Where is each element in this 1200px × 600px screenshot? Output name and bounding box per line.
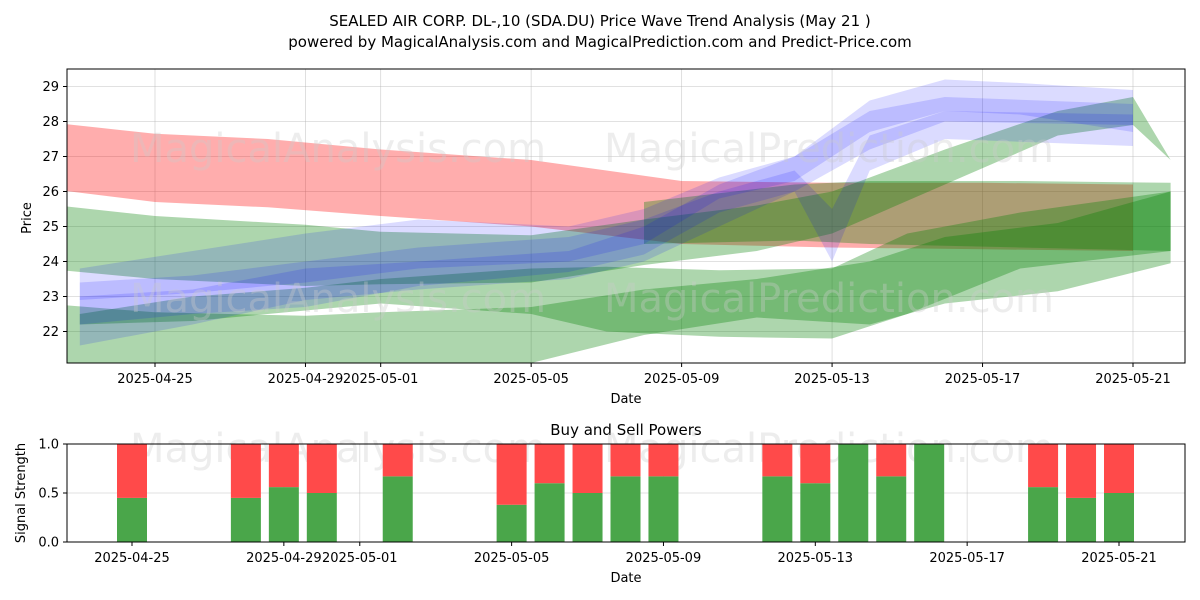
- green-band-1: [67, 97, 1171, 286]
- buy-bar-2025-05-12: [762, 476, 793, 542]
- top-xtick-label-7: 2025-05-21: [1095, 372, 1171, 387]
- buy-bar-2025-05-14: [838, 444, 869, 542]
- top-ytick-label-4: 26: [42, 185, 59, 200]
- top-ytick-label-7: 29: [42, 80, 59, 95]
- buy-bar-2025-04-29: [268, 487, 299, 542]
- figure-title-line2: powered by MagicalAnalysis.com and Magic…: [288, 33, 912, 51]
- bottom-watermark-left: MagicalAnalysis.com: [130, 426, 546, 472]
- green-band-2: [67, 191, 1171, 363]
- top-watermark-right-2: MagicalPrediction.com: [604, 276, 1054, 322]
- top-x-axis-label: Date: [610, 392, 641, 407]
- bottom-ytick-label-1: 0.5: [38, 487, 59, 502]
- bottom-y-axis-label: Signal Strength: [14, 443, 29, 543]
- top-xtick-label-2: 2025-05-01: [343, 372, 419, 387]
- bottom-xtick-label-0: 2025-04-25: [94, 551, 170, 566]
- olive-band: [644, 181, 1171, 251]
- buy-bar-2025-05-08: [610, 476, 641, 542]
- blue-band-2: [79, 111, 1133, 325]
- sell-bar-2025-04-25: [117, 444, 147, 498]
- top-watermark-left-2: MagicalAnalysis.com: [130, 276, 546, 322]
- bottom-x-axis-label: Date: [610, 571, 641, 586]
- buy-bar-2025-05-05: [496, 504, 527, 542]
- top-ytick-label-0: 22: [42, 325, 59, 340]
- top-bands: [67, 79, 1171, 363]
- bottom-xtick-label-6: 2025-05-17: [929, 551, 1005, 566]
- buy-bar-2025-05-19: [1028, 487, 1059, 542]
- bottom-xtick-label-4: 2025-05-09: [626, 551, 702, 566]
- top-xtick-label-3: 2025-05-05: [493, 372, 569, 387]
- sell-bar-2025-04-28: [230, 444, 261, 498]
- top-watermark-right: MagicalPrediction.com: [604, 126, 1054, 172]
- buy-bar-2025-05-16: [914, 444, 945, 542]
- sell-bar-2025-05-07: [572, 444, 603, 493]
- blue-band-3: [79, 97, 1133, 346]
- sell-bar-2025-04-29: [268, 444, 299, 488]
- sell-bar-2025-05-08: [610, 444, 641, 477]
- bottom-bars: [117, 444, 1134, 542]
- top-plot-background: [67, 69, 1185, 363]
- top-gridlines: [67, 69, 1185, 363]
- top-xtick-label-1: 2025-04-29: [268, 372, 344, 387]
- top-ytick-label-6: 28: [42, 115, 59, 130]
- bottom-ytick-label-2: 1.0: [38, 438, 59, 453]
- buy-bar-2025-04-28: [230, 497, 261, 542]
- top-xtick-label-6: 2025-05-17: [945, 372, 1021, 387]
- red-band-1: [67, 124, 1133, 251]
- top-ytick-label-1: 23: [42, 290, 59, 305]
- buy-bar-2025-05-15: [876, 476, 907, 542]
- top-x-axis: 2025-04-25 2025-04-29 2025-05-01 2025-05-05…: [117, 363, 1171, 387]
- bottom-xtick-label-7: 2025-05-21: [1081, 551, 1157, 566]
- top-y-axis: 22 23 24 25 26 27 28 29: [42, 80, 67, 340]
- bottom-ytick-label-0: 0.0: [38, 536, 59, 551]
- sell-bar-2025-05-21: [1104, 444, 1134, 493]
- green-band-3: [79, 191, 1171, 339]
- top-xtick-label-5: 2025-05-13: [794, 372, 870, 387]
- sell-bar-2025-05-06: [534, 444, 565, 484]
- blue-band-1: [79, 79, 1133, 300]
- sell-bar-2025-05-09: [648, 444, 679, 477]
- buy-bar-2025-04-25: [117, 497, 147, 542]
- top-xtick-label-0: 2025-04-25: [117, 372, 193, 387]
- figure-title-line1: SEALED AIR CORP. DL-,10 (SDA.DU) Price W…: [329, 12, 871, 30]
- sell-bar-2025-05-20: [1066, 444, 1097, 498]
- top-plot-frame: [66, 68, 1186, 364]
- bottom-xtick-label-1: 2025-04-29: [246, 551, 322, 566]
- buy-bar-2025-05-09: [648, 476, 679, 542]
- top-ytick-label-2: 24: [42, 255, 59, 270]
- buy-bar-2025-04-30: [306, 493, 337, 542]
- sell-bar-2025-05-13: [800, 444, 831, 484]
- top-xtick-label-4: 2025-05-09: [644, 372, 720, 387]
- buy-bar-2025-05-21: [1104, 493, 1134, 542]
- price-wave-chart: MagicalAnalysis.com MagicalPrediction.co…: [20, 68, 1186, 407]
- sell-bar-2025-05-19: [1028, 444, 1059, 488]
- bottom-xtick-label-5: 2025-05-13: [778, 551, 854, 566]
- buy-sell-chart: Buy and Sell Powers MagicalAnalysis.com …: [14, 421, 1186, 586]
- buy-bar-2025-05-13: [800, 483, 831, 542]
- top-watermark-left: MagicalAnalysis.com: [130, 126, 546, 172]
- buy-bar-2025-05-02: [382, 476, 413, 542]
- top-ytick-label-5: 27: [42, 150, 59, 165]
- bottom-xtick-label-3: 2025-05-05: [474, 551, 550, 566]
- buy-bar-2025-05-06: [534, 483, 565, 542]
- buy-bar-2025-05-07: [572, 493, 603, 542]
- bottom-chart-title: Buy and Sell Powers: [550, 421, 702, 439]
- sell-bar-2025-05-02: [382, 444, 413, 477]
- top-ytick-label-3: 25: [42, 220, 59, 235]
- bottom-y-axis: 0.0 0.5 1.0: [38, 438, 67, 551]
- sell-bar-2025-04-30: [306, 444, 337, 493]
- top-y-axis-label: Price: [20, 202, 35, 234]
- bottom-x-axis: 2025-04-25 2025-04-29 2025-05-01 2025-05-05…: [94, 542, 1157, 566]
- sell-bar-2025-05-12: [762, 444, 793, 477]
- bottom-xtick-label-2: 2025-05-01: [322, 551, 398, 566]
- buy-bar-2025-05-20: [1066, 497, 1097, 542]
- sell-bar-2025-05-15: [876, 444, 907, 477]
- sell-bar-2025-05-05: [496, 444, 527, 505]
